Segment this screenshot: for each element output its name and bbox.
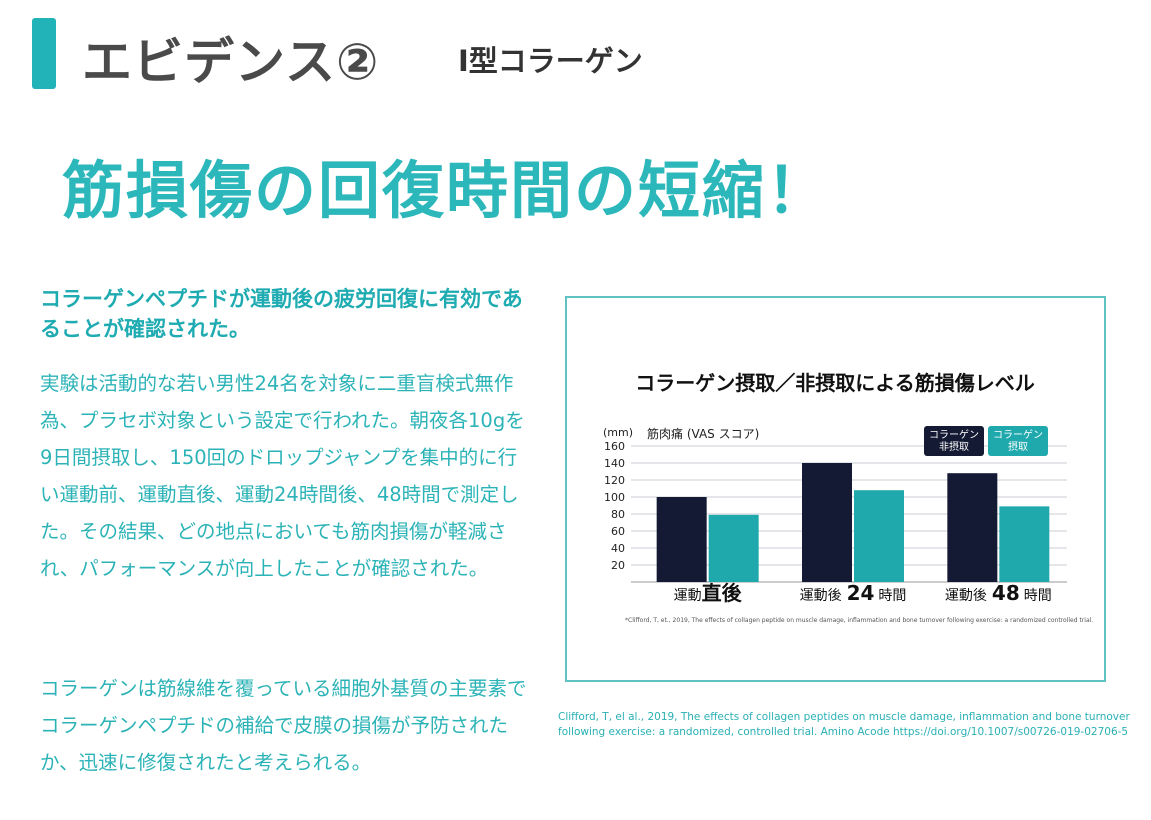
legend-label: コラーゲン — [993, 429, 1043, 441]
y-tick-label: 80 — [611, 508, 625, 521]
section-subtitle: Ⅰ型コラーゲン — [458, 44, 643, 78]
chart-frame: コラーゲン摂取／非摂取による筋損傷レベル (mm) 筋肉痛 (VAS スコア) … — [565, 296, 1106, 682]
bar-intake — [999, 506, 1050, 582]
x-category-label: 運動後 48 時間 — [945, 581, 1052, 605]
bar-non-intake — [947, 473, 998, 582]
y-tick-label: 160 — [604, 440, 625, 453]
chart-title: コラーゲン摂取／非摂取による筋損傷レベル — [635, 371, 1034, 395]
legend-swatch — [988, 426, 1048, 456]
paragraph-experiment: 実験は活動的な若い男性24名を対象に二重盲検式無作為、プラセボ対象という設定で行… — [40, 372, 525, 580]
y-axis-label: 筋肉痛 (VAS スコア) — [647, 426, 759, 441]
bar-non-intake — [802, 463, 852, 582]
lead-text: コラーゲンペプチドが運動後の疲労回復に有効であることが確認された。 — [40, 287, 523, 341]
bar-intake — [854, 490, 904, 582]
headline: 筋損傷の回復時間の短縮！ — [62, 154, 831, 227]
y-tick-label: 60 — [611, 525, 625, 538]
category-emphasis: 直後 — [702, 581, 743, 605]
bars-group — [656, 463, 1050, 582]
category-suffix: 時間 — [878, 588, 906, 604]
y-tick-label: 40 — [611, 542, 625, 555]
bar-intake — [708, 514, 759, 582]
chart-footnote: *Clifford, T, et., 2019, The effects of … — [625, 617, 1093, 624]
category-emphasis: 48 — [992, 581, 1020, 605]
y-tick-label: 140 — [604, 457, 625, 470]
legend-label: 非摂取 — [939, 440, 969, 453]
citation: Clifford, T, el al., 2019, The effects o… — [558, 711, 1130, 738]
paragraph-collagen: コラーゲンは筋線維を覆っている細胞外基質の主要素でコラーゲンペプチドの補給で皮膜… — [40, 677, 527, 774]
category-labels: 運動直後 運動後 24 時間 運動後 48 時間 — [674, 581, 1052, 605]
legend-swatch — [924, 426, 984, 456]
y-tick-label: 100 — [604, 491, 625, 504]
category-emphasis: 24 — [847, 581, 875, 605]
category-prefix: 運動後 — [800, 588, 842, 604]
legend-label: コラーゲン — [929, 429, 979, 441]
legend-label: 摂取 — [1008, 440, 1028, 453]
category-suffix: 時間 — [1024, 588, 1052, 604]
category-prefix: 運動 — [674, 588, 702, 604]
section-title: エビデンス② — [82, 33, 380, 91]
bar-non-intake — [656, 497, 707, 582]
y-tick-label: 120 — [604, 474, 625, 487]
x-category-label: 運動直後 — [674, 581, 743, 605]
bar-chart: コラーゲン摂取／非摂取による筋損傷レベル (mm) 筋肉痛 (VAS スコア) … — [603, 371, 1093, 624]
y-unit-label: (mm) — [603, 426, 633, 439]
y-tick-label: 20 — [611, 559, 625, 572]
category-prefix: 運動後 — [945, 588, 987, 604]
y-tick-labels: 20 40 60 80 100 120 140 160 — [604, 440, 625, 572]
x-category-label: 運動後 24 時間 — [800, 581, 907, 605]
section-accent-bar — [32, 18, 56, 89]
